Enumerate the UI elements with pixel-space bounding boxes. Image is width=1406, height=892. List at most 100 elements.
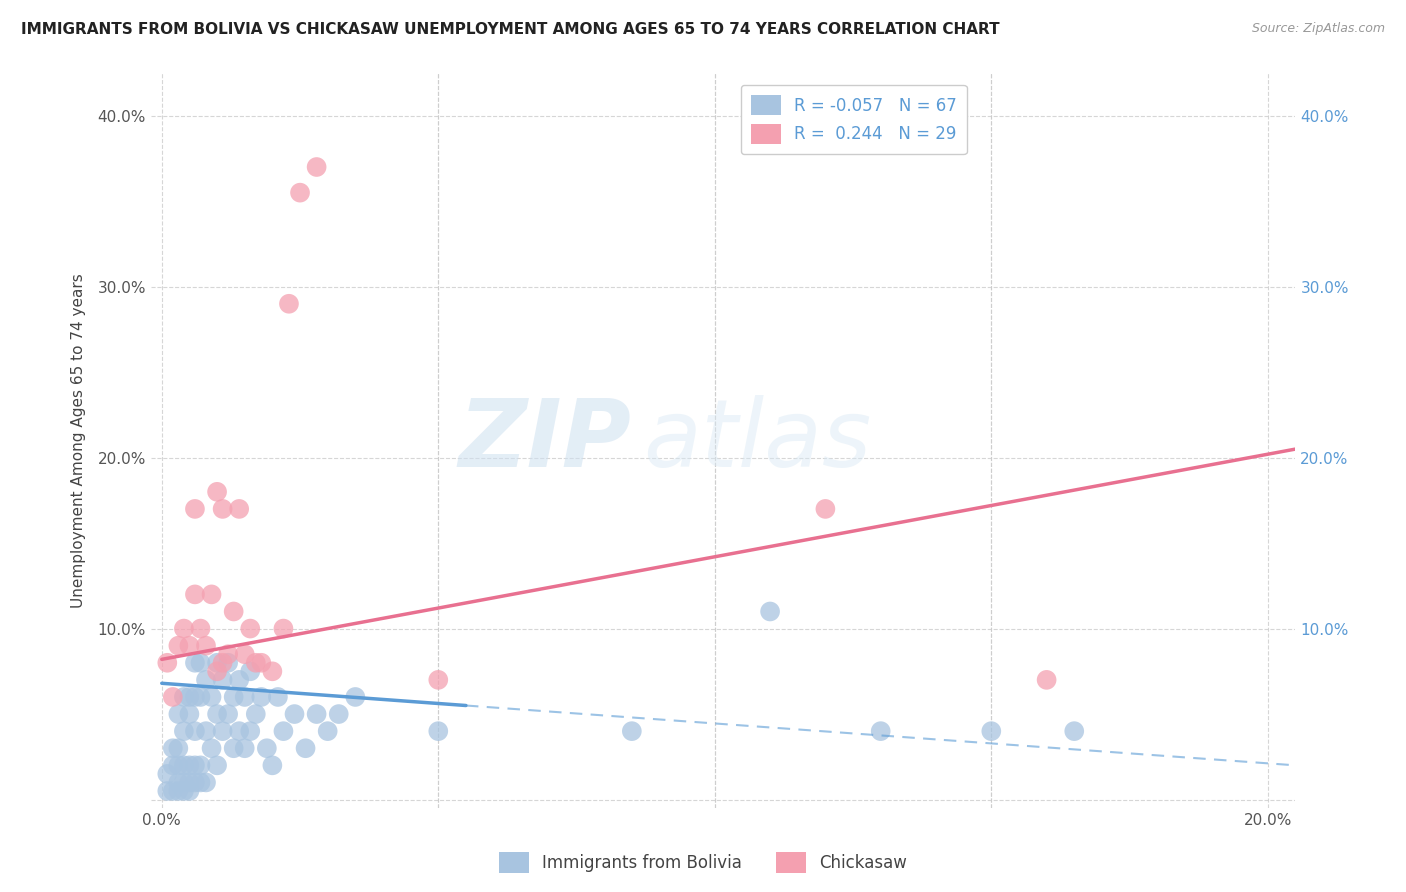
Point: [200, 690, 222, 704]
Point: [167, 639, 190, 653]
Point: [179, 707, 201, 722]
Point: [245, 707, 267, 722]
Point: [427, 673, 450, 687]
Point: [256, 741, 278, 756]
Point: [250, 690, 273, 704]
Point: [184, 587, 207, 601]
Point: [267, 690, 290, 704]
Y-axis label: Unemployment Among Ages 65 to 74 years: Unemployment Among Ages 65 to 74 years: [72, 273, 86, 608]
Point: [288, 186, 311, 200]
Point: [239, 724, 262, 739]
Point: [211, 656, 233, 670]
Point: [195, 673, 218, 687]
Point: [167, 775, 190, 789]
Point: [228, 673, 250, 687]
Point: [179, 690, 201, 704]
Text: ZIP: ZIP: [458, 394, 631, 486]
Point: [262, 758, 284, 772]
Text: Source: ZipAtlas.com: Source: ZipAtlas.com: [1251, 22, 1385, 36]
Point: [167, 741, 190, 756]
Point: [162, 758, 184, 772]
Point: [217, 707, 239, 722]
Point: [162, 741, 184, 756]
Point: [173, 758, 195, 772]
Point: [173, 622, 195, 636]
Point: [278, 297, 301, 311]
Point: [222, 741, 245, 756]
Point: [273, 622, 295, 636]
Point: [211, 673, 233, 687]
Point: [344, 690, 367, 704]
Point: [233, 647, 256, 661]
Point: [222, 690, 245, 704]
Point: [228, 724, 250, 739]
Point: [620, 724, 643, 739]
Point: [205, 665, 228, 679]
Point: [179, 775, 201, 789]
Point: [162, 784, 184, 798]
Point: [211, 502, 233, 516]
Point: [156, 767, 179, 781]
Text: IMMIGRANTS FROM BOLIVIA VS CHICKASAW UNEMPLOYMENT AMONG AGES 65 TO 74 YEARS CORR: IMMIGRANTS FROM BOLIVIA VS CHICKASAW UNE…: [21, 22, 1000, 37]
Point: [305, 160, 328, 174]
Point: [273, 724, 295, 739]
Point: [173, 690, 195, 704]
Point: [167, 758, 190, 772]
Point: [156, 784, 179, 798]
Point: [179, 758, 201, 772]
Point: [190, 690, 212, 704]
Point: [245, 656, 267, 670]
Point: [814, 502, 837, 516]
Point: [156, 656, 179, 670]
Point: [305, 707, 328, 722]
Point: [190, 622, 212, 636]
Point: [217, 647, 239, 661]
Point: [184, 775, 207, 789]
Point: [184, 690, 207, 704]
Point: [316, 724, 339, 739]
Point: [179, 784, 201, 798]
Point: [1035, 673, 1057, 687]
Point: [239, 665, 262, 679]
Point: [980, 724, 1002, 739]
Point: [233, 741, 256, 756]
Point: [239, 622, 262, 636]
Point: [233, 690, 256, 704]
Point: [184, 758, 207, 772]
Point: [195, 724, 218, 739]
Legend: R = -0.057   N = 67, R =  0.244   N = 29: R = -0.057 N = 67, R = 0.244 N = 29: [741, 85, 966, 154]
Point: [190, 758, 212, 772]
Point: [200, 741, 222, 756]
Point: [173, 784, 195, 798]
Point: [759, 605, 782, 619]
Point: [205, 707, 228, 722]
Point: [167, 707, 190, 722]
Legend: Immigrants from Bolivia, Chickasaw: Immigrants from Bolivia, Chickasaw: [492, 846, 914, 880]
Point: [211, 724, 233, 739]
Point: [427, 724, 450, 739]
Point: [228, 502, 250, 516]
Point: [217, 656, 239, 670]
Point: [283, 707, 305, 722]
Point: [173, 724, 195, 739]
Point: [184, 724, 207, 739]
Point: [250, 656, 273, 670]
Text: atlas: atlas: [643, 395, 872, 486]
Point: [162, 690, 184, 704]
Point: [294, 741, 316, 756]
Point: [190, 656, 212, 670]
Point: [262, 665, 284, 679]
Point: [205, 484, 228, 499]
Point: [205, 758, 228, 772]
Point: [222, 605, 245, 619]
Point: [195, 639, 218, 653]
Point: [195, 775, 218, 789]
Point: [184, 656, 207, 670]
Point: [167, 784, 190, 798]
Point: [190, 775, 212, 789]
Point: [179, 639, 201, 653]
Point: [1063, 724, 1085, 739]
Point: [173, 775, 195, 789]
Point: [200, 587, 222, 601]
Point: [205, 656, 228, 670]
